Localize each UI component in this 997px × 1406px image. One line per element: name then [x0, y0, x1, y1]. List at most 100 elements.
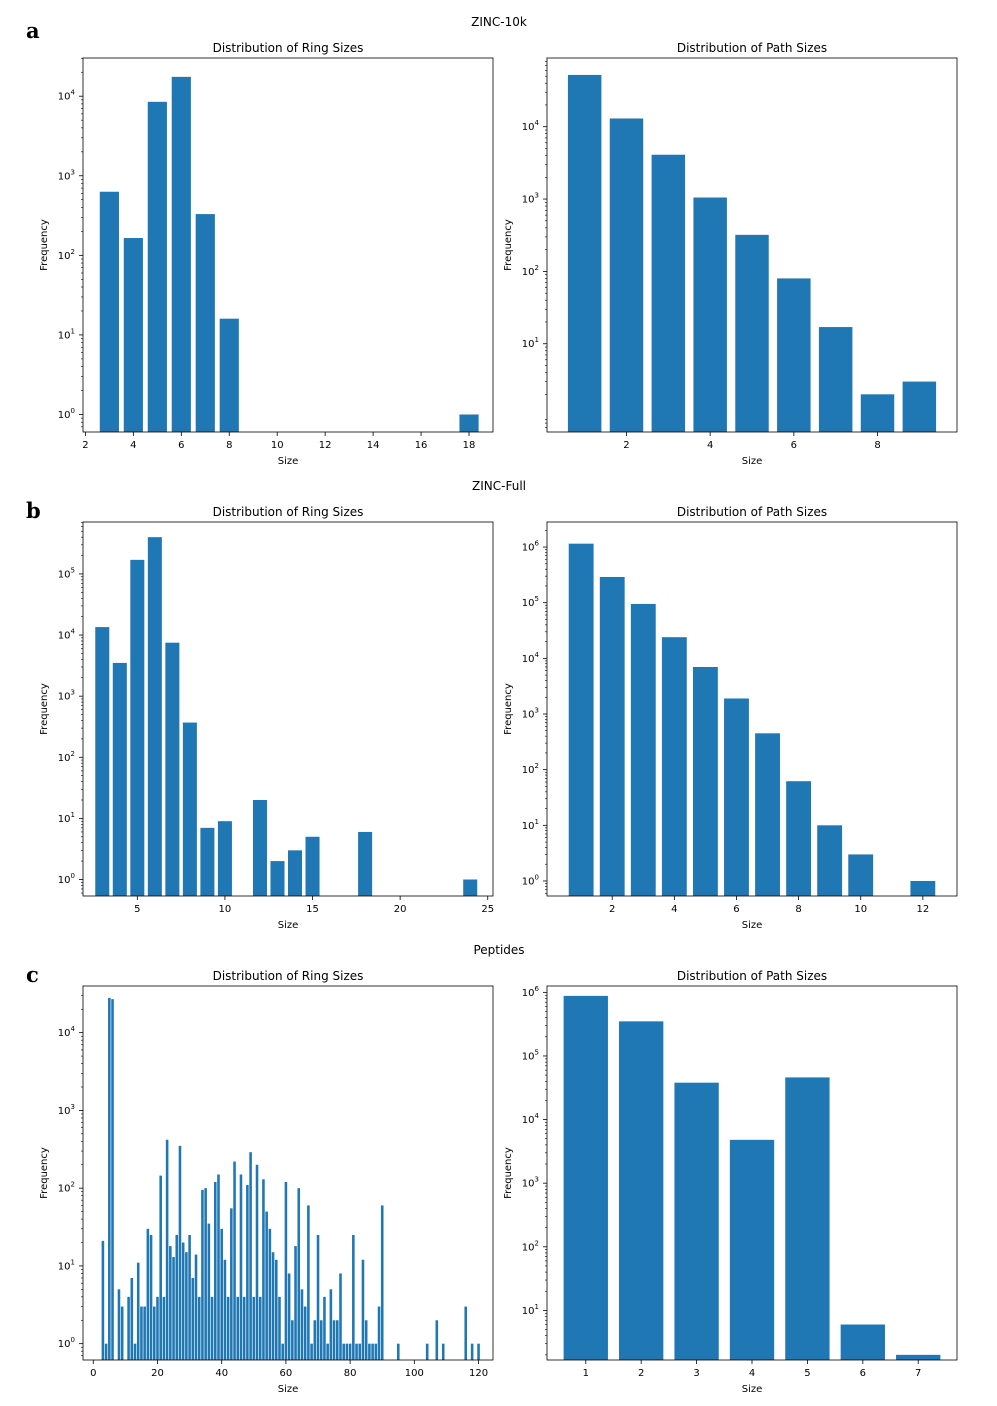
peptides-ring-bar [435, 1320, 439, 1360]
peptides-ring-bar [397, 1343, 400, 1360]
zincfull-path-bar [568, 543, 594, 896]
zinc10k-path-y-tick-label: 103 [522, 192, 539, 206]
zinc10k-path-x-tick-label: 8 [874, 440, 880, 451]
panel-a-letter: a [26, 18, 40, 43]
peptides-ring-bar [364, 1320, 368, 1360]
peptides-ring-bar [108, 997, 111, 1360]
peptides-ring-bar [239, 1174, 243, 1360]
zincfull-path-bar [599, 576, 625, 896]
peptides-ring-bar [371, 1343, 374, 1360]
peptides-ring-bar [223, 1259, 227, 1360]
peptides-ring-bar [191, 1277, 195, 1360]
peptides-ring-bar [185, 1252, 188, 1360]
peptides-ring-bar [294, 1246, 297, 1360]
peptides-ring-bar [319, 1320, 323, 1360]
zincfull-ring-bar [358, 831, 373, 896]
panel-b-title: ZINC-Full [472, 479, 526, 493]
zincfull-ring-bar [95, 627, 110, 896]
peptides-path-x-tick-label: 1 [583, 1368, 589, 1379]
zincfull-path-x-tick-label: 2 [609, 904, 615, 915]
zincfull-path-title: Distribution of Path Sizes [677, 505, 827, 519]
zinc10k-ring-x-tick-label: 2 [82, 440, 88, 451]
peptides-ring-bar [149, 1234, 153, 1360]
zinc10k-ring-y-tick-label: 102 [58, 248, 75, 262]
peptides-ring-bar [140, 1306, 143, 1360]
peptides-ring-bar [278, 1296, 281, 1360]
peptides-ring-bar [111, 999, 114, 1360]
zinc10k-path-y-tick-label: 102 [522, 264, 539, 278]
peptides-ring-bar [104, 1343, 108, 1360]
peptides-path-x-tick-label: 7 [915, 1368, 921, 1379]
zincfull-ring-y-tick-label: 103 [58, 689, 75, 703]
peptides-ring-bar [332, 1320, 336, 1360]
zinc10k-path-bar [735, 234, 769, 432]
peptides-path-y-label: Frequency [503, 1147, 514, 1199]
zinc10k-path-y-label: Frequency [503, 219, 514, 271]
peptides-ring-bar [291, 1320, 294, 1360]
zinc10k-ring-bar [195, 214, 215, 432]
zincfull-ring-x-tick-label: 5 [134, 904, 140, 915]
zinc10k-path-y-tick-label: 101 [522, 336, 539, 350]
peptides-ring-bar [207, 1223, 211, 1360]
peptides-ring-bar [368, 1343, 371, 1360]
zincfull-ring-x-label: Size [278, 920, 299, 931]
peptides-ring-bar [345, 1343, 349, 1360]
peptides-ring-bar [172, 1257, 175, 1360]
peptides-path-bar [896, 1354, 941, 1360]
zinc10k-ring-x-label: Size [278, 456, 299, 467]
peptides-ring-bar [130, 1277, 134, 1360]
peptides-ring-bar [329, 1289, 333, 1360]
peptides-ring-x-tick-label: 40 [215, 1368, 228, 1379]
zincfull-path-x-tick-label: 4 [671, 904, 677, 915]
zincfull-path-bar [848, 854, 874, 896]
peptides-ring-bar [470, 1343, 474, 1360]
peptides-ring-bar [127, 1296, 130, 1360]
zinc10k-path-bar [609, 118, 644, 432]
zincfull-path-x-tick-label: 6 [733, 904, 739, 915]
peptides-ring-bar [249, 1152, 252, 1360]
peptides-ring-bar [271, 1252, 275, 1360]
peptides-ring-y-tick-label: 101 [58, 1258, 75, 1272]
peptides-ring-bar [162, 1296, 166, 1360]
zincfull-path-bar [755, 733, 780, 896]
zinc10k-ring-x-tick-label: 4 [130, 440, 136, 451]
peptides-ring-bar [265, 1211, 268, 1360]
zinc10k-ring-x-tick-label: 14 [367, 440, 380, 451]
peptides-ring-bar [197, 1296, 201, 1360]
peptides-path-bar [729, 1139, 775, 1360]
peptides-ring-bar [230, 1208, 233, 1360]
peptides-ring-bar [233, 1161, 236, 1360]
peptides-ring-x-label: Size [278, 1384, 299, 1395]
zincfull-ring-x-tick-label: 15 [306, 904, 319, 915]
zinc10k-path-title: Distribution of Path Sizes [677, 41, 827, 55]
peptides-ring-bar [201, 1189, 204, 1360]
peptides-ring-bar [169, 1246, 172, 1360]
peptides-ring-bar [152, 1306, 156, 1360]
peptides-ring-bar [120, 1306, 124, 1360]
peptides-path-x-tick-label: 4 [749, 1368, 755, 1379]
peptides-ring-bar [262, 1179, 265, 1360]
zinc10k-ring-bar [219, 318, 239, 432]
peptides-path-y-tick-label: 101 [522, 1303, 539, 1317]
peptides-ring-bar [101, 1240, 105, 1360]
peptides-path-title: Distribution of Path Sizes [677, 969, 827, 983]
peptides-ring-bar [281, 1343, 284, 1360]
peptides-ring-bar [307, 1205, 310, 1360]
zincfull-ring-x-tick-label: 25 [481, 904, 494, 915]
zincfull-ring-bar [217, 821, 232, 896]
zincfull-path-bar [630, 603, 656, 896]
peptides-ring-bar [377, 1306, 381, 1360]
peptides-ring-bar [210, 1296, 214, 1360]
peptides-ring-bar [246, 1184, 249, 1360]
zinc10k-ring-bar [459, 414, 479, 432]
peptides-ring-bar [300, 1289, 304, 1360]
peptides-ring-bar [348, 1343, 352, 1360]
zinc10k-path-bar [693, 197, 727, 432]
peptides-ring-x-tick-label: 60 [280, 1368, 293, 1379]
peptides-ring-bar [181, 1242, 185, 1360]
peptides-ring-bar [156, 1296, 159, 1360]
zinc10k-ring-x-tick-label: 16 [415, 440, 428, 451]
peptides-ring-bar [323, 1296, 326, 1360]
zincfull-ring-bar [252, 799, 267, 896]
zinc10k-path-x-tick-label: 4 [707, 440, 713, 451]
